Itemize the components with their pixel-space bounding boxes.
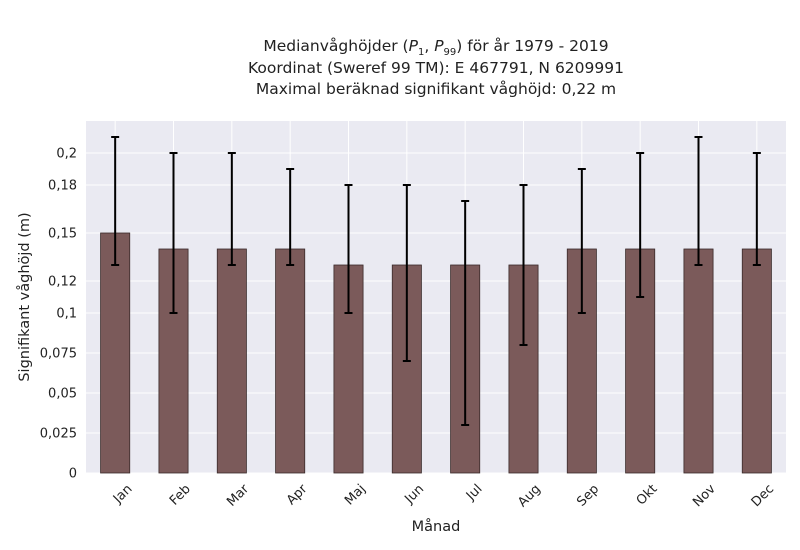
x-tick-label-jul: Jul [463,482,485,504]
error-bar-feb [169,152,178,314]
y-tick-label-2: 0,05 [48,387,77,402]
x-tick-label-nov: Nov [690,481,719,510]
error-bar-jan [111,136,120,266]
error-bar-apr [286,168,295,266]
error-bar-sep [577,168,586,314]
y-tick-label-0: 0 [69,467,77,482]
x-tick-label-dec: Dec [749,482,777,510]
x-tick-label-jun: Jun [401,482,427,508]
y-tick-label-3: 0,075 [40,347,77,362]
x-tick-label-feb: Feb [167,482,194,509]
y-tick-label-7: 0,18 [48,179,77,194]
bar-dec [741,248,772,474]
x-tick-label-sep: Sep [574,482,602,510]
x-tick-label-mar: Mar [224,481,252,509]
y-tick-label-1: 0,025 [40,427,77,442]
x-tick-label-jan: Jan [110,482,135,507]
bar-mar [216,248,247,474]
x-tick-label-okt: Okt [634,482,661,509]
error-bar-maj [344,184,353,314]
error-bar-mar [227,152,236,266]
x-tick-label-aug: Aug [515,482,544,511]
x-axis-ticks: Jan Feb Mar Apr Maj Jun Jul Aug Sep Okt Nov Dec [110,481,777,510]
error-bar-okt [636,152,645,298]
chart-title-line-1: Medianvåghöjder (P1, P99) för år 1979 - … [263,37,608,58]
y-tick-label-4: 0,1 [56,307,77,322]
x-tick-label-apr: Apr [284,481,311,508]
y-tick-label-5: 0,12 [48,275,77,290]
bar-apr [275,248,306,474]
bar-jan [100,232,131,474]
error-bar-nov [694,136,703,266]
error-bar-aug [519,184,528,346]
bars [100,232,772,474]
y-tick-label-8: 0,2 [56,147,77,162]
error-bar-jun [402,184,411,362]
y-tick-label-6: 0,15 [48,227,77,242]
y-axis-ticks: 0 0,025 0,05 0,075 0,1 0,12 0,15 0,18 0,2 [40,147,77,482]
error-bar-dec [752,152,761,266]
error-bar-jul [461,200,470,426]
bar-nov [683,248,714,474]
y-axis-label: Signifikant våghöjd (m) [16,212,33,381]
chart-subtitle-max-height: Maximal beräknad signifikant våghöjd: 0,… [256,80,616,98]
x-tick-label-maj: Maj [342,482,369,509]
chart-title: Medianvåghöjder (P1, P99) för år 1979 - … [248,37,624,98]
chart-subtitle-coordinates: Koordinat (Sweref 99 TM): E 467791, N 62… [248,59,624,77]
error-bars [111,136,761,426]
x-axis-label: Månad [412,518,461,535]
plot-area [86,121,786,473]
